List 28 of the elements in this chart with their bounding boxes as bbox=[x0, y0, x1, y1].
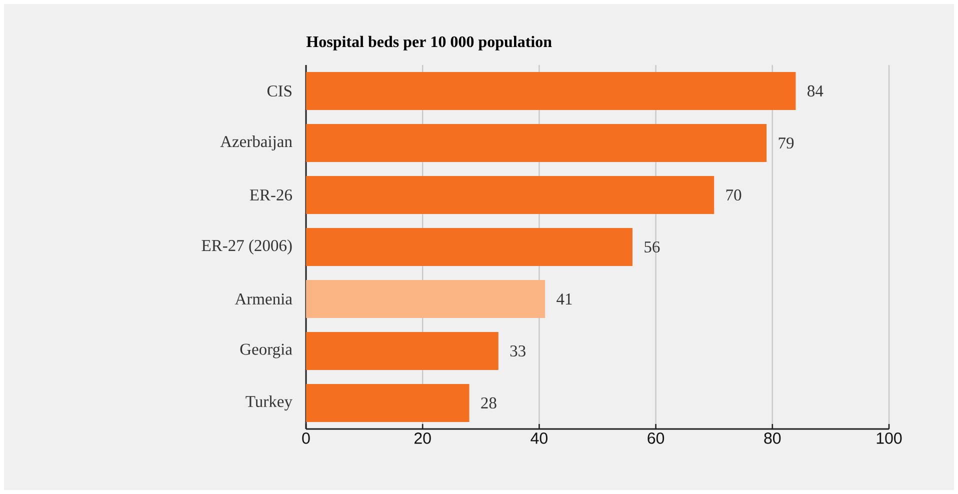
data-label: 84 bbox=[808, 85, 824, 97]
data-label: 41 bbox=[556, 294, 572, 304]
bar bbox=[306, 384, 470, 422]
data-label: 33 bbox=[510, 345, 526, 357]
x-tick-label: 80 bbox=[764, 432, 781, 444]
y-tick-label: Turkey bbox=[246, 395, 292, 410]
bar bbox=[306, 332, 498, 370]
bar bbox=[306, 280, 546, 318]
data-label: 79 bbox=[778, 137, 794, 149]
bar bbox=[306, 72, 796, 110]
y-tick-label: ER-26 bbox=[250, 189, 292, 201]
x-tick-label: 0 bbox=[302, 432, 310, 444]
x-tick-label: 40 bbox=[530, 432, 548, 444]
y-tick-label: CIS bbox=[267, 85, 292, 97]
x-tick-label: 20 bbox=[414, 432, 431, 444]
data-label: 56 bbox=[644, 241, 660, 253]
bar bbox=[306, 228, 632, 266]
y-tick-label: Azerbaijan bbox=[220, 136, 292, 150]
y-tick-label: Armenia bbox=[234, 293, 292, 305]
y-tick-label: Georgia bbox=[240, 344, 292, 358]
data-label: 28 bbox=[481, 397, 496, 409]
y-tick-label: ER-27 (2006) bbox=[202, 240, 292, 254]
x-tick-label: 100 bbox=[876, 432, 902, 444]
x-tick-label: 60 bbox=[648, 432, 664, 444]
chart-title: Hospital beds per 10 000 population bbox=[306, 36, 552, 50]
data-label: 70 bbox=[726, 189, 742, 201]
bar bbox=[306, 124, 767, 162]
bar bbox=[306, 176, 714, 214]
